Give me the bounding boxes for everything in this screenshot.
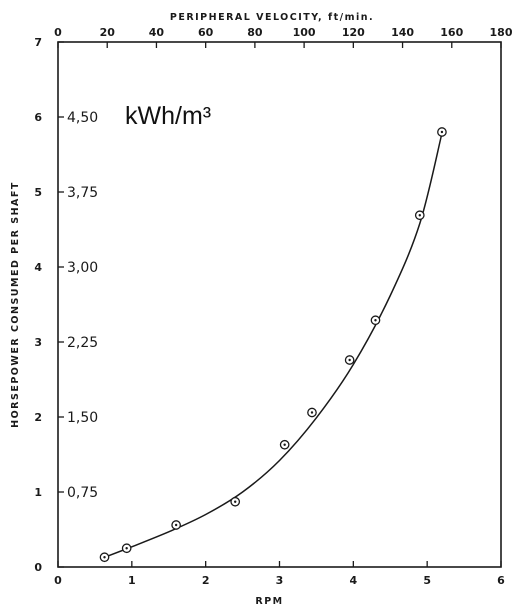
data-point-center [103,556,106,559]
x-top-tick-label: 20 [100,26,116,39]
data-point [414,210,425,221]
data-point-center [310,411,314,414]
data-point-center [283,443,286,446]
y-tick-label: 3 [34,336,42,349]
x-top-axis-title: PERIPHERAL VELOCITY, ft/min. [170,12,374,23]
data-point-center [348,358,351,362]
data-point [437,127,447,137]
data-point [121,543,132,554]
x-tick-label: 5 [423,574,431,587]
data-point [370,315,381,326]
data-point-center [440,130,444,134]
x-tick-label: 2 [202,574,210,587]
y-tick-label: 4 [34,261,42,274]
y-tick-label: 5 [34,186,42,199]
x-tick-label: 1 [128,574,136,587]
x-top-tick-label: 140 [391,26,414,39]
x-tick-label: 4 [350,574,358,587]
x-top-tick-label: 160 [440,26,463,39]
data-point [344,355,355,365]
data-point-center [125,547,128,550]
x-top-tick-label: 180 [490,26,513,39]
x-top-tick-label: 120 [342,26,365,39]
x-top-tick-label: 0 [54,26,62,39]
secondary-tick-label: 3,00 [67,260,98,276]
x-top-tick-label: 80 [247,26,263,39]
secondary-unit-label: kWh/m³ [125,102,211,130]
y-tick-label: 1 [34,486,42,499]
x-top-tick-label: 60 [198,26,214,39]
x-tick-label: 6 [497,574,505,587]
x-tick-label: 3 [276,574,284,587]
y-tick-label: 2 [34,411,42,424]
x-top-tick-label: 40 [149,26,165,39]
data-point-center [418,214,421,217]
secondary-tick-label: 2,25 [67,335,98,351]
data-point [99,552,110,563]
data-point [307,407,317,418]
fit-curve [104,133,443,558]
data-point-center [174,523,178,527]
y-tick-label: 7 [34,36,42,49]
x-axis-title: RPM [255,596,283,607]
data-point [279,439,290,450]
y-axis-title: HORSEPOWER CONSUMED PER SHAFT [10,181,21,428]
y-tick-label: 6 [34,111,42,124]
secondary-tick-label: 1,50 [67,410,98,426]
data-point [230,496,241,507]
secondary-tick-label: 3,75 [67,185,98,201]
secondary-tick-label: 0,75 [67,485,98,501]
y-tick-label: 0 [34,561,42,574]
x-top-tick-label: 100 [293,26,316,39]
secondary-tick-label: 4,50 [67,110,98,126]
x-tick-label: 0 [54,574,62,587]
data-point [171,520,181,530]
data-point-center [234,500,237,503]
data-point-center [374,319,377,322]
